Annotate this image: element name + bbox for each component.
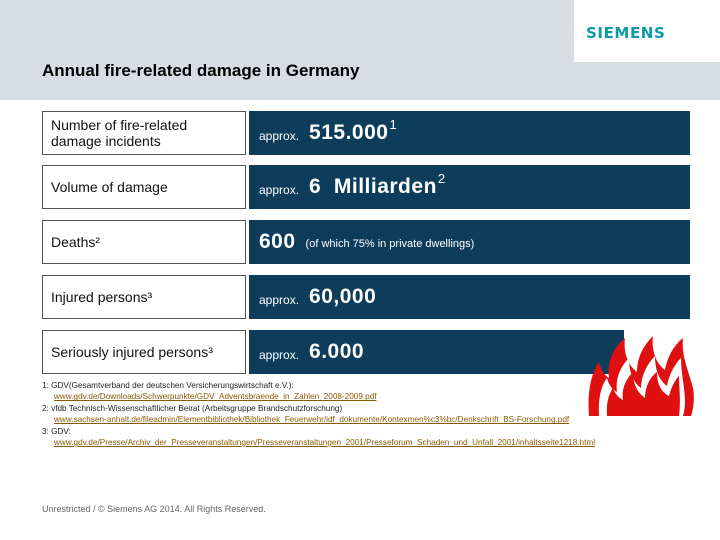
stat-value-box: 600 (of which 75% in private dwellings) <box>249 220 690 264</box>
logo-area <box>574 0 720 62</box>
stat-label-box: Number of fire-related damage incidents <box>42 111 246 155</box>
stat-value-box: approx. 515.000 1 <box>249 111 690 155</box>
stat-value-box: approx. 6.000 <box>249 330 624 374</box>
stat-value: 60,000 <box>309 285 377 308</box>
siemens-logo: SIEMENS <box>586 24 666 42</box>
stat-label-box: Volume of damage <box>42 165 246 209</box>
stat-prefix: approx. <box>259 348 300 362</box>
stat-label: Volume of damage <box>51 179 168 195</box>
stat-value: 6 Milliarden <box>309 175 437 198</box>
stat-row-injured: Injured persons³ approx. 60,000 <box>42 275 690 319</box>
stat-label: Injured persons³ <box>51 289 153 305</box>
footnote-3: 3: GDV: www.gdv.de/Presse/Archiv_der_Pre… <box>42 426 694 449</box>
stat-row-damage-volume: Volume of damage approx. 6 Milliarden 2 <box>42 165 690 209</box>
stat-superscript: 2 <box>437 170 446 186</box>
stat-value: 600 <box>259 230 296 253</box>
footnote-link[interactable]: www.gdv.de/Downloads/Schwerpunkte/GDV_Ad… <box>54 392 377 402</box>
stat-label: Seriously injured persons³ <box>51 344 213 360</box>
fire-icon <box>588 336 694 416</box>
stat-prefix: approx. <box>259 293 300 307</box>
stat-label-box: Injured persons³ <box>42 275 246 319</box>
flame-shape <box>588 336 694 416</box>
stat-row-deaths: Deaths² 600 (of which 75% in private dwe… <box>42 220 690 264</box>
stat-row-incidents: Number of fire-related damage incidents … <box>42 111 690 155</box>
footer-copyright: Unrestricted / © Siemens AG 2014. All Ri… <box>42 504 266 514</box>
stat-superscript: 1 <box>389 116 397 132</box>
stat-label: Number of fire-related damage incidents <box>51 117 188 149</box>
footnote-1: 1: GDV(Gesamtverband der deutschen Versi… <box>42 380 694 403</box>
stat-label: Deaths² <box>51 234 101 250</box>
stat-note: (of which 75% in private dwellings) <box>305 238 475 250</box>
stat-prefix: approx. <box>259 183 300 197</box>
stat-row-seriously-injured: Seriously injured persons³ approx. 6.000 <box>42 330 690 374</box>
footnote-text: 2: vfdb Technisch-Wissenschaftlicher Bei… <box>42 403 343 413</box>
footnote-2: 2: vfdb Technisch-Wissenschaftlicher Bei… <box>42 403 694 426</box>
stat-label-box: Deaths² <box>42 220 246 264</box>
footnote-link[interactable]: www.sachsen-anhalt.de/fileadmin/Elementb… <box>54 415 570 425</box>
stat-value-box: approx. 6 Milliarden 2 <box>249 165 690 209</box>
stat-value: 515.000 <box>309 121 389 144</box>
footnotes: 1: GDV(Gesamtverband der deutschen Versi… <box>42 380 694 448</box>
footnote-text: 3: GDV: <box>42 426 71 436</box>
stat-value: 6.000 <box>309 340 365 363</box>
stat-prefix: approx. <box>259 129 300 143</box>
footnote-text: 1: GDV(Gesamtverband der deutschen Versi… <box>42 381 294 390</box>
stat-value-box: approx. 60,000 <box>249 275 690 319</box>
page-title: Annual fire-related damage in Germany <box>42 61 360 80</box>
footnote-link[interactable]: www.gdv.de/Presse/Archiv_der_Presseveran… <box>54 438 596 448</box>
stat-label-box: Seriously injured persons³ <box>42 330 246 374</box>
